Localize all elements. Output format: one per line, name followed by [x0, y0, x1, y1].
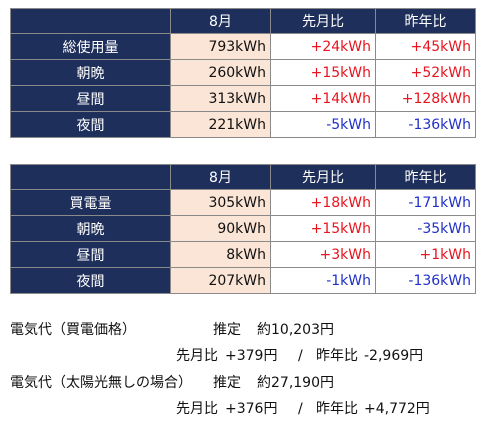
cost-mom-label: 先月比 [176, 348, 218, 364]
row-value: 8kWh [170, 241, 271, 268]
cost-estimate-label: 推定 [213, 322, 241, 338]
cost-yoy-value: +4,772円 [364, 401, 430, 417]
table-row: 総使用量 793kWh +24kWh +45kWh [10, 33, 476, 60]
table-row: 朝晩 260kWh +15kWh +52kWh [10, 59, 476, 86]
row-vs-last-month: -1kWh [270, 267, 376, 294]
row-label: 夜間 [10, 267, 171, 294]
table-header-row: 8月 先月比 昨年比 [10, 8, 476, 34]
row-vs-last-year: -35kWh [375, 215, 476, 242]
header-vs-last-month: 先月比 [270, 164, 376, 190]
table-row: 買電量 305kWh +18kWh -171kWh [10, 189, 476, 216]
row-value: 313kWh [170, 85, 271, 112]
row-vs-last-month: +18kWh [270, 189, 376, 216]
row-vs-last-year: +45kWh [375, 33, 476, 60]
table-row: 朝晩 90kWh +15kWh -35kWh [10, 215, 476, 242]
row-label: 夜間 [10, 111, 171, 138]
row-value: 221kWh [170, 111, 271, 138]
row-label: 総使用量 [10, 33, 171, 60]
row-value: 260kWh [170, 59, 271, 86]
row-value: 793kWh [170, 33, 271, 60]
row-vs-last-month: +15kWh [270, 215, 376, 242]
header-month: 8月 [170, 8, 271, 34]
row-vs-last-year: -171kWh [375, 189, 476, 216]
row-vs-last-month: +24kWh [270, 33, 376, 60]
row-label: 昼間 [10, 241, 171, 268]
row-vs-last-year: -136kWh [375, 267, 476, 294]
table-header-row: 8月 先月比 昨年比 [10, 164, 476, 190]
row-vs-last-year: +128kWh [375, 85, 476, 112]
cost-yoy-value: -2,969円 [364, 348, 424, 364]
table-row: 夜間 221kWh -5kWh -136kWh [10, 111, 476, 138]
row-vs-last-month: -5kWh [270, 111, 376, 138]
row-vs-last-month: +15kWh [270, 59, 376, 86]
cost-estimate-label: 推定 [213, 375, 241, 391]
usage-table-total: 8月 先月比 昨年比 総使用量 793kWh +24kWh +45kWh 朝晩 … [10, 8, 476, 138]
cost-estimate-value: 約10,203円 [257, 322, 334, 338]
cost-title: 電気代（買電価格） [10, 322, 136, 338]
table-row: 夜間 207kWh -1kWh -136kWh [10, 267, 476, 294]
header-vs-last-year: 昨年比 [375, 8, 476, 34]
row-label: 買電量 [10, 189, 171, 216]
header-month: 8月 [170, 164, 271, 190]
row-label: 朝晩 [10, 215, 171, 242]
usage-table-purchased: 8月 先月比 昨年比 買電量 305kWh +18kWh -171kWh 朝晩 … [10, 164, 476, 294]
header-corner [10, 164, 171, 190]
cost-separator: / [298, 348, 303, 364]
cost-mom-value: +376円 [225, 401, 278, 417]
row-label: 朝晩 [10, 59, 171, 86]
row-value: 90kWh [170, 215, 271, 242]
header-vs-last-year: 昨年比 [375, 164, 476, 190]
cost-mom-value: +379円 [225, 348, 278, 364]
cost-estimate-value: 約27,190円 [257, 375, 334, 391]
cost-title: 電気代（太陽光無しの場合） [10, 375, 192, 391]
row-value: 207kWh [170, 267, 271, 294]
row-vs-last-year: +52kWh [375, 59, 476, 86]
row-vs-last-month: +3kWh [270, 241, 376, 268]
cost-yoy-label: 昨年比 [316, 348, 358, 364]
cost-yoy-label: 昨年比 [316, 401, 358, 417]
header-vs-last-month: 先月比 [270, 8, 376, 34]
row-label: 昼間 [10, 85, 171, 112]
row-vs-last-year: -136kWh [375, 111, 476, 138]
table-row: 昼間 313kWh +14kWh +128kWh [10, 85, 476, 112]
row-value: 305kWh [170, 189, 271, 216]
row-vs-last-year: +1kWh [375, 241, 476, 268]
cost-separator: / [298, 401, 303, 417]
table-row: 昼間 8kWh +3kWh +1kWh [10, 241, 476, 268]
header-corner [10, 8, 171, 34]
cost-mom-label: 先月比 [176, 401, 218, 417]
row-vs-last-month: +14kWh [270, 85, 376, 112]
